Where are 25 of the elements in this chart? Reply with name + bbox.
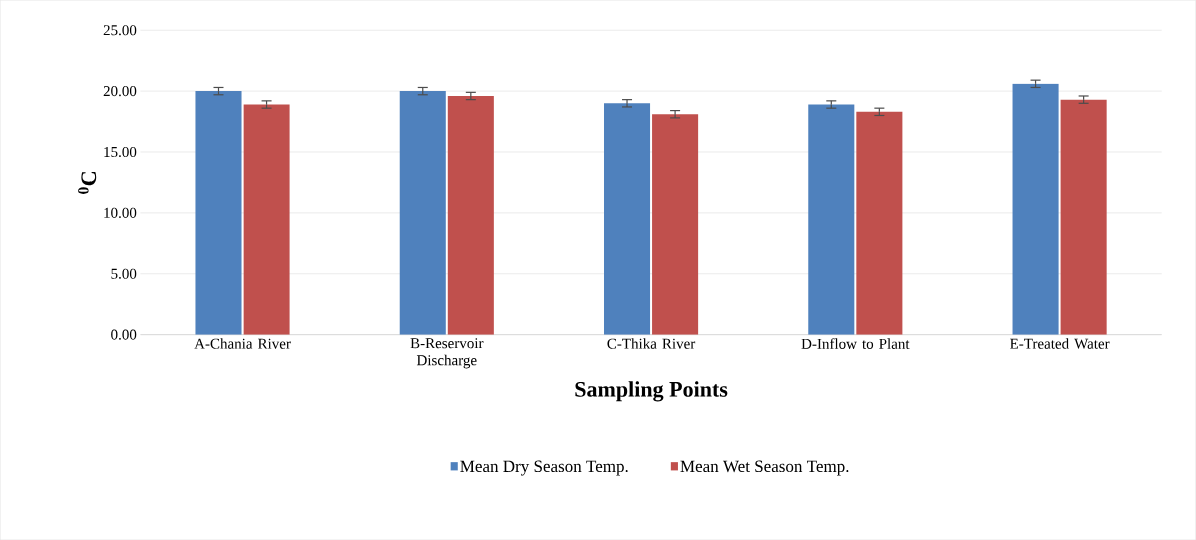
legend-label: Mean Wet Season Temp.	[680, 460, 849, 476]
bar	[652, 114, 699, 335]
bar	[399, 91, 446, 335]
bar	[1012, 83, 1059, 335]
bar	[808, 104, 855, 335]
y-axis-title: $^{0}$C	[78, 172, 97, 194]
y-tick-label: 25.00	[103, 25, 137, 36]
bar	[856, 111, 903, 335]
bar	[195, 91, 242, 335]
x-tick-label: C-Thika River	[607, 338, 696, 349]
bar	[604, 103, 651, 335]
y-tick-label: 20.00	[103, 85, 137, 97]
legend-label: Mean Dry Season Temp.	[460, 460, 628, 476]
bar	[1060, 99, 1107, 335]
y-tick-label: 10.00	[104, 207, 137, 218]
x-tick-label: E-Treated Water	[1010, 338, 1110, 349]
y-tick-label: 0.00	[111, 329, 137, 340]
bar	[243, 104, 290, 335]
bar	[447, 95, 494, 335]
y-tick-label: 5.00	[111, 268, 137, 279]
x-tick-label: A-Chania River	[194, 338, 291, 349]
x-tick-label: D-Inflow to Plant	[801, 338, 910, 349]
y-tick-label: 15.00	[104, 146, 137, 158]
x-axis-title: Sampling Points	[575, 381, 728, 402]
x-tick-label: B-Reservoir Discharge	[410, 338, 484, 369]
